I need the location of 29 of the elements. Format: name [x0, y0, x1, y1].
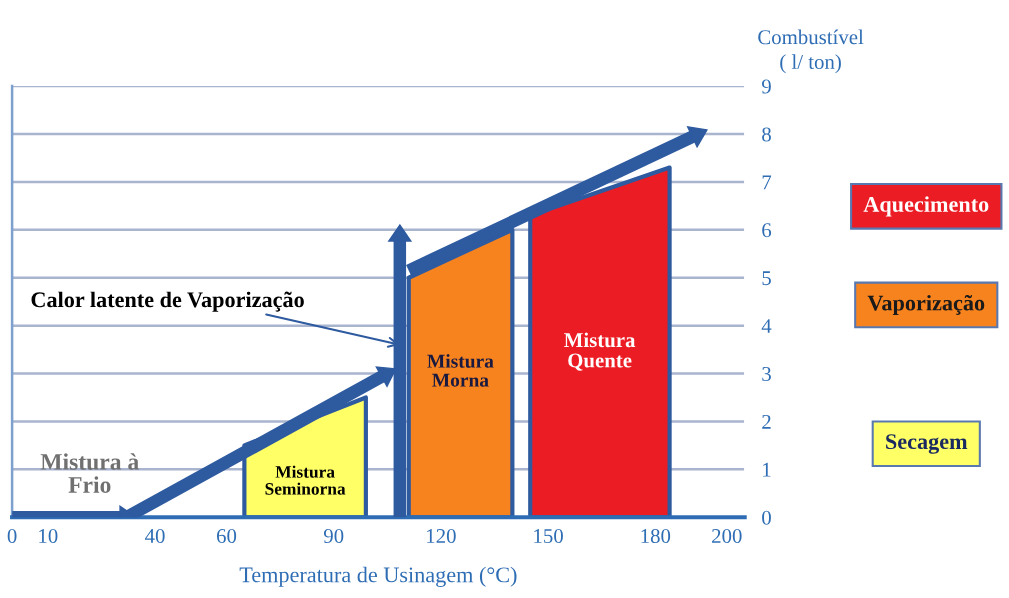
y-tick-label: 3	[762, 366, 771, 381]
y-tick-label: 9	[761, 79, 771, 94]
annotation: Mistura Seminorna	[265, 465, 346, 495]
y-tick-label: 2	[762, 414, 771, 429]
annotation: Mistura Morna	[427, 354, 494, 387]
y-tick-label: 4	[761, 319, 772, 333]
y-tick-label: 6	[762, 223, 772, 238]
x-tick-label: 10	[39, 528, 58, 544]
annotation: Mistura Quente	[564, 332, 636, 371]
y-tick-label: 7	[762, 175, 772, 190]
x-tick-label: 120	[427, 528, 456, 544]
annotation: Calor latente de Vaporização	[31, 291, 304, 312]
y-tick-label: 5	[762, 271, 771, 286]
x-axis-title: Temperatura de Usinagem (°C)	[239, 566, 517, 587]
x-tick-label: 40	[145, 528, 165, 544]
text: Secagem	[886, 434, 968, 454]
text: Vaporização	[867, 294, 985, 316]
annotation: Mistura à Frio	[40, 453, 139, 493]
y-tick-label: 8	[762, 127, 771, 142]
x-tick-label: 90	[323, 528, 344, 544]
x-tick-label: 150	[534, 528, 563, 544]
x-tick-label: 200	[712, 528, 742, 544]
text: Aquecimento	[863, 196, 989, 217]
y-tick-label: 1	[763, 462, 771, 477]
x-tick-label: 60	[216, 528, 237, 544]
x-tick-label: 0	[7, 528, 17, 544]
y-tick-label: 0	[762, 510, 771, 525]
x-tick-label: 180	[641, 528, 671, 544]
y-axis-title: Combustível ( l/ ton)	[758, 29, 864, 74]
